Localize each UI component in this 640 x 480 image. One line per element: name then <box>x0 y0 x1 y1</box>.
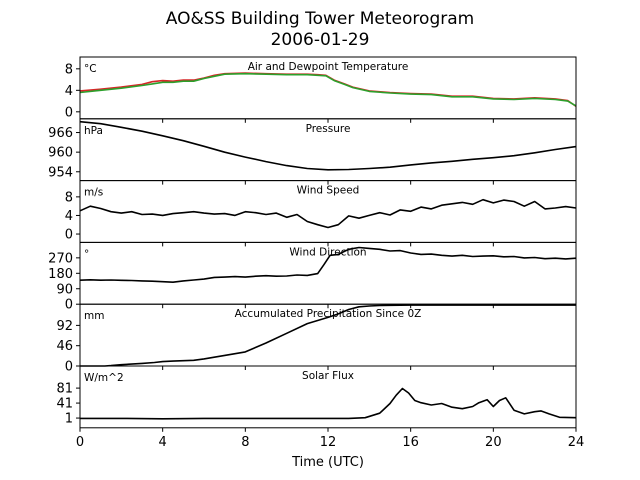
panel-title: Wind Speed <box>297 185 360 197</box>
series-line-1 <box>79 246 577 284</box>
x-axis-label: Time (UTC) <box>291 455 364 470</box>
y-tick-label: 81 <box>56 382 73 397</box>
y-tick-label: 180 <box>48 267 73 282</box>
y-tick-label: 966 <box>48 126 73 141</box>
panels-group: 048 Air and Dewpoint Temperature°C9549609… <box>48 56 585 450</box>
y-tick-label: 8 <box>65 190 73 205</box>
x-tick-label: 16 <box>402 435 419 450</box>
x-tick-label: 24 <box>568 435 585 450</box>
panel-3: 0 4 8 Wind Speed m/s <box>65 180 577 247</box>
panel-title: Wind Direction <box>289 246 366 258</box>
panel-unit-label: W/m^2 <box>84 372 124 384</box>
series-line-1 <box>79 72 577 108</box>
panel-title: Accumulated Precipitation Since 0Z <box>235 308 422 320</box>
y-tick-label: 1 <box>65 412 73 427</box>
y-tick-label: 270 <box>48 251 73 266</box>
panel-unit-label: mm <box>84 310 104 322</box>
panel-1: 0 4 8 Air and Dewpoint Temperature °C <box>65 56 577 123</box>
x-tick-label: 8 <box>241 435 249 450</box>
series-line-2 <box>79 72 577 107</box>
y-tick-label: 4 <box>65 84 73 99</box>
y-tick-label: 8 <box>65 62 73 77</box>
panel-5: 0 46 92 Accumulated Precipitation Since 0Z m… <box>56 303 577 375</box>
series-line-1 <box>80 387 577 420</box>
y-tick-label: 0 <box>65 298 73 313</box>
y-tick-label: 46 <box>56 339 73 354</box>
x-tick-label: 20 <box>485 435 502 450</box>
y-tick-label: 92 <box>56 319 73 334</box>
y-tick-label: 4 <box>65 209 73 224</box>
y-tick-label: 0 <box>65 228 73 243</box>
panel-unit-label: hPa <box>84 125 103 137</box>
x-tick-label: 4 <box>159 435 167 450</box>
y-tick-label: 90 <box>56 282 73 297</box>
panel-title: Air and Dewpoint Temperature <box>248 61 409 73</box>
series-line-1 <box>80 304 576 367</box>
panel-title: Pressure <box>306 123 351 135</box>
figure-title-line-1: AO&SS Building Tower Meteorogram <box>166 9 474 29</box>
panel-unit-label: m/s <box>84 187 103 199</box>
y-tick-label: 41 <box>56 397 73 412</box>
panel-title: Solar Flux <box>302 370 354 382</box>
figure-title-line-2: 2006-01-29 <box>271 30 370 50</box>
panel-unit-label: ° <box>84 248 89 260</box>
x-tick-label: 0 <box>76 435 84 450</box>
series-line-1 <box>79 120 577 171</box>
y-tick-label: 0 <box>65 360 73 375</box>
y-tick-label: 954 <box>48 165 73 180</box>
panel-2: 954 960 966 Pressure hPa <box>48 118 577 185</box>
x-tick-label: 12 <box>320 435 337 450</box>
series-line-1 <box>79 198 577 229</box>
y-tick-label: 960 <box>48 146 73 161</box>
y-tick-label: 0 <box>65 105 73 120</box>
panel-unit-label: °C <box>84 63 97 75</box>
